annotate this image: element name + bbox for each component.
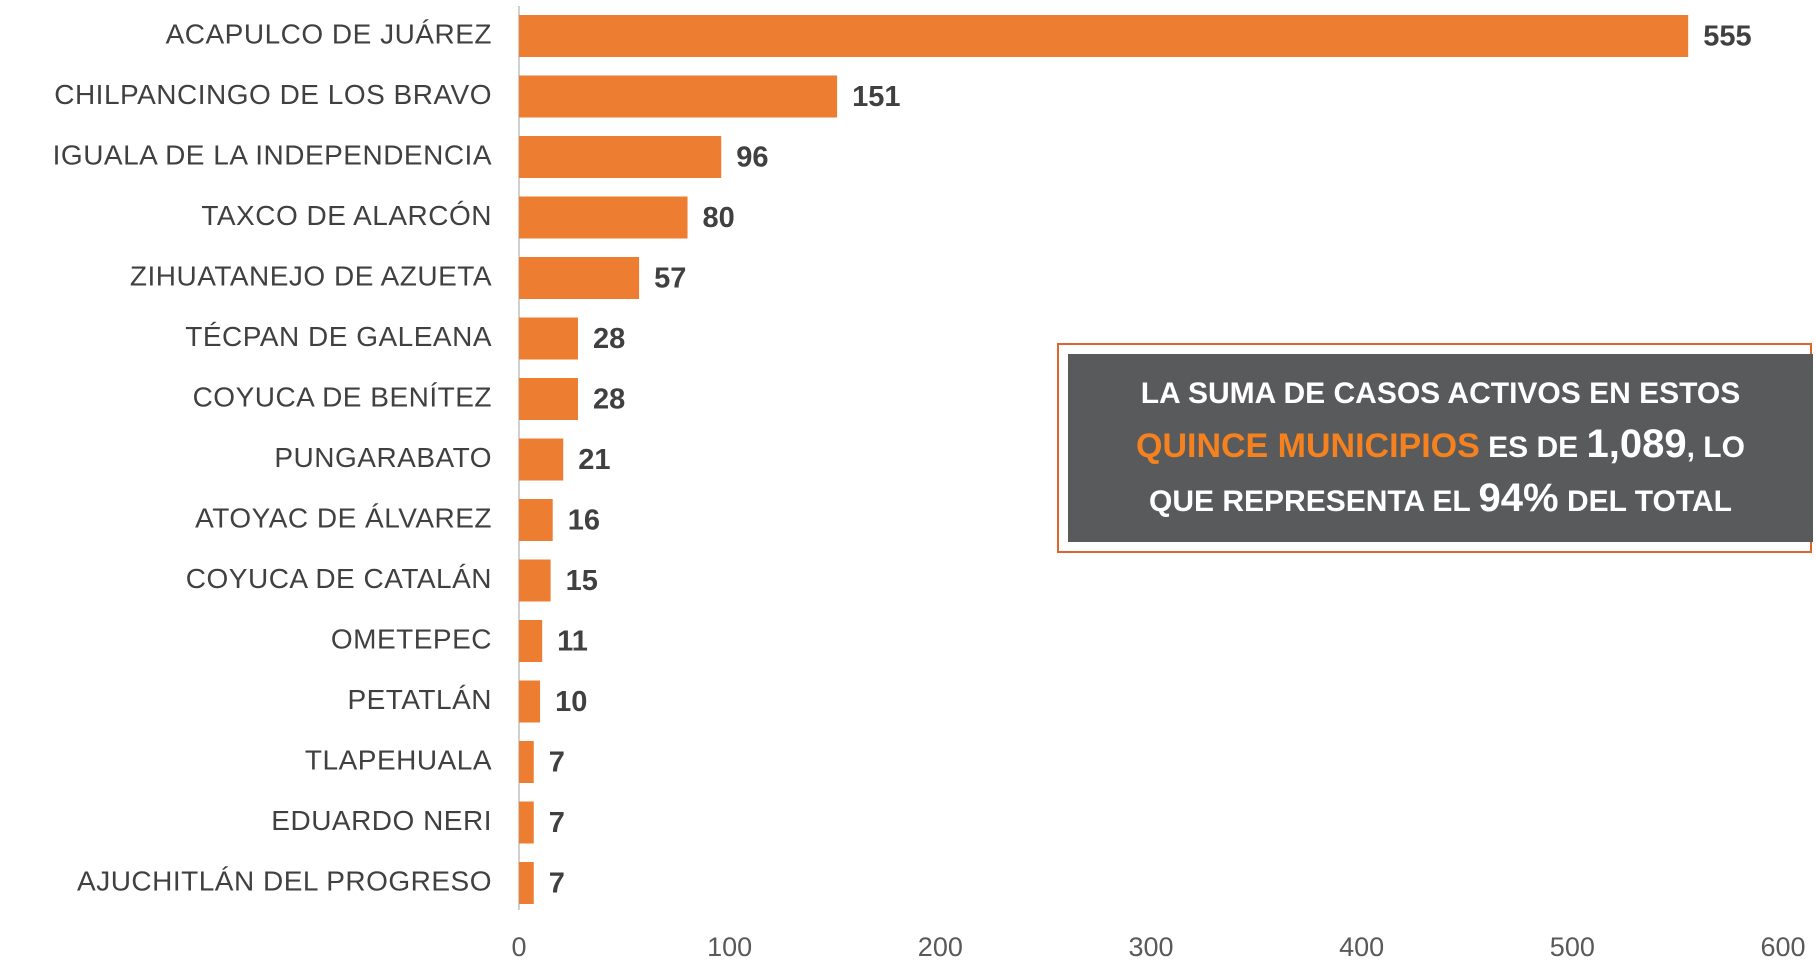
bar [519,741,534,783]
value-label: 151 [852,81,900,113]
x-tick-label: 500 [1550,932,1595,961]
value-label: 7 [549,747,565,779]
category-label: PUNGARABATO [274,442,492,473]
value-label: 57 [654,263,686,295]
annotation-text: LA SUMA DE CASOS ACTIVOS EN ESTOS [1140,377,1741,410]
bar [519,257,640,299]
x-tick-label: 300 [1128,932,1173,961]
bar [519,378,578,420]
bar [519,862,534,904]
category-label: PETATLÁN [347,684,492,715]
annotation-line: LA SUMA DE CASOS ACTIVOS EN ESTOS [1068,369,1813,419]
category-label: TÉCPAN DE GALEANA [185,321,492,352]
x-tick-label: 0 [511,932,526,961]
x-tick-label: 600 [1760,932,1805,961]
value-label: 96 [736,142,768,174]
annotation-text: QUE REPRESENTA EL [1149,485,1471,518]
annotation-number: 94% [1478,476,1559,520]
value-label: 80 [703,202,735,234]
category-label: ACAPULCO DE JUÁREZ [166,18,492,49]
x-tick-label: 400 [1339,932,1384,961]
category-label: COYUCA DE BENÍTEZ [193,381,492,412]
value-label: 7 [549,868,565,900]
bar [519,559,551,602]
category-label: ZIHUATANEJO DE AZUETA [130,260,492,291]
value-label: 15 [566,565,598,597]
bar [519,680,541,723]
value-label: 7 [549,807,565,839]
bar [519,438,564,481]
annotation-text: , LO [1686,431,1745,464]
bar [519,15,1689,57]
category-label: EDUARDO NERI [271,805,492,836]
annotation: LA SUMA DE CASOS ACTIVOS EN ESTOS QUINCE… [1068,354,1813,542]
bar [519,317,578,360]
bar [519,136,722,178]
category-label: CHILPANCINGO DE LOS BRAVO [54,79,492,110]
category-label: AJUCHITLÁN DEL PROGRESO [77,865,492,896]
value-label: 11 [557,626,588,658]
bar [519,196,688,239]
value-label: 28 [593,384,625,416]
category-label: TLAPEHUALA [305,744,492,775]
annotation-line: QUE REPRESENTA EL 94% DEL TOTAL [1068,473,1813,527]
value-label: 555 [1703,21,1751,53]
annotation-number: 1,089 [1586,422,1687,466]
annotation-text: ES DE [1488,431,1579,464]
category-label: ATOYAC DE ÁLVAREZ [195,502,492,533]
category-label: IGUALA DE LA INDEPENDENCIA [53,139,492,170]
bar [519,801,534,844]
x-tick-label: 100 [707,932,752,961]
category-label: COYUCA DE CATALÁN [186,563,492,594]
annotation-line: QUINCE MUNICIPIOS ES DE 1,089, LO [1068,419,1813,473]
bar [519,499,553,541]
x-tick-label: 200 [918,932,963,961]
value-label: 21 [578,444,610,476]
category-label: TAXCO DE ALARCÓN [201,200,492,231]
bar [519,75,838,118]
value-label: 16 [568,505,600,537]
category-label: OMETEPEC [331,623,492,654]
annotation-text: DEL TOTAL [1566,485,1732,518]
value-label: 28 [593,323,625,355]
bar [519,620,543,662]
value-label: 10 [555,686,587,718]
annotation-highlight: QUINCE MUNICIPIOS [1136,427,1480,465]
